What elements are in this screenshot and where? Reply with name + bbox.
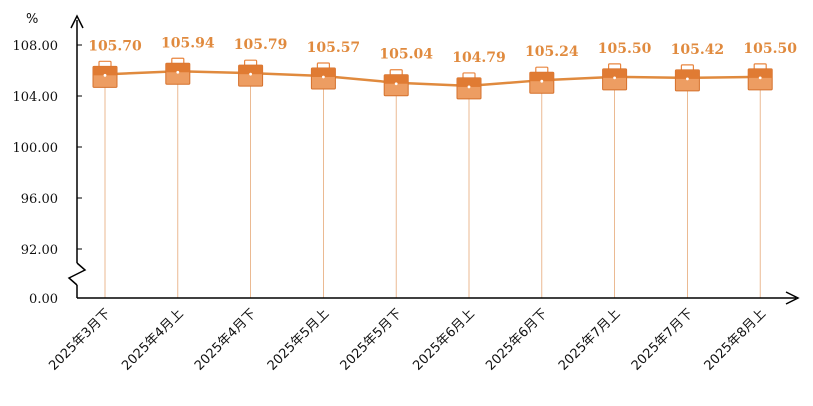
briefcase-icon xyxy=(529,66,555,94)
x-tick-label: 2025年3月下 xyxy=(46,306,113,373)
x-tick-label: 2025年7月上 xyxy=(556,306,623,373)
x-tick-label: 2025年5月下 xyxy=(338,306,405,373)
marker-clasp xyxy=(176,70,180,74)
briefcase-icon xyxy=(238,59,264,87)
axis-break-mark xyxy=(67,262,87,286)
y-axis-ticks: 108.00 104.00 100.00 96.00 92.00 0.00 xyxy=(13,39,82,307)
marker-flap xyxy=(748,68,773,78)
data-label: 105.94 xyxy=(161,35,215,51)
marker-clasp xyxy=(613,76,616,80)
y-tick-label: 96.00 xyxy=(21,192,58,207)
briefcase-icon xyxy=(674,64,700,92)
x-tick-label: 2025年6月上 xyxy=(410,306,477,373)
marker-flap xyxy=(384,74,409,84)
x-tick-label: 2025年7月下 xyxy=(629,306,696,373)
y-tick-label: 104.00 xyxy=(13,90,59,105)
y-tick-label: 108.00 xyxy=(13,39,59,54)
data-label: 105.50 xyxy=(743,41,797,57)
data-label: 105.24 xyxy=(525,44,579,60)
marker-clasp xyxy=(686,77,689,81)
x-axis-arrow xyxy=(785,291,800,305)
marker-flap xyxy=(675,69,700,79)
marker-clasp xyxy=(467,85,471,89)
data-label: 105.42 xyxy=(671,42,725,58)
marker-flap xyxy=(529,72,554,82)
markers xyxy=(92,57,773,100)
marker-flap xyxy=(457,77,481,87)
marker-clasp xyxy=(322,75,325,79)
briefcase-icon xyxy=(602,63,628,91)
x-tick-label: 2025年4月下 xyxy=(192,306,259,373)
x-tick-label: 2025年6月下 xyxy=(483,306,550,373)
data-label: 105.04 xyxy=(379,47,433,63)
y-tick-label: 0.00 xyxy=(29,292,58,307)
marker-flap xyxy=(602,68,627,78)
y-tick-label: 92.00 xyxy=(21,243,58,258)
marker-flap xyxy=(93,66,117,76)
briefcase-icon xyxy=(383,69,409,97)
axes xyxy=(67,14,800,305)
marker-clasp xyxy=(758,76,762,80)
data-label: 105.57 xyxy=(307,40,361,56)
x-tick-label: 2025年8月上 xyxy=(702,306,769,373)
briefcase-icon xyxy=(747,63,773,91)
data-labels: 105.70 105.94 105.79 105.57 105.04 104.79 105.… xyxy=(88,35,797,66)
drop-lines xyxy=(104,71,761,298)
marker-flap xyxy=(311,67,336,77)
data-label: 105.50 xyxy=(598,41,652,57)
x-axis-ticks: 2025年3月下 2025年4月上 2025年4月下 2025年5月上 2025年5月下… xyxy=(46,306,769,373)
y-axis-arrow xyxy=(70,14,84,29)
series-line xyxy=(104,70,761,88)
series-line-path xyxy=(104,70,761,88)
briefcase-icon xyxy=(92,60,118,88)
marker-flap xyxy=(165,63,190,73)
data-label: 105.79 xyxy=(234,37,288,53)
marker-clasp xyxy=(394,82,398,86)
marker-flap xyxy=(238,65,263,75)
marker-clasp xyxy=(103,73,107,77)
briefcase-icon xyxy=(310,62,336,90)
marker-clasp xyxy=(540,79,544,83)
data-label: 104.79 xyxy=(452,50,506,66)
briefcase-icon xyxy=(165,57,191,85)
data-label: 105.70 xyxy=(88,38,142,54)
marker-clasp xyxy=(249,72,253,76)
briefcase-icon xyxy=(456,72,482,100)
y-tick-label: 100.00 xyxy=(13,141,59,156)
y-axis-unit: % xyxy=(26,12,38,27)
x-tick-label: 2025年5月上 xyxy=(265,306,332,373)
x-tick-label: 2025年4月上 xyxy=(119,306,186,373)
